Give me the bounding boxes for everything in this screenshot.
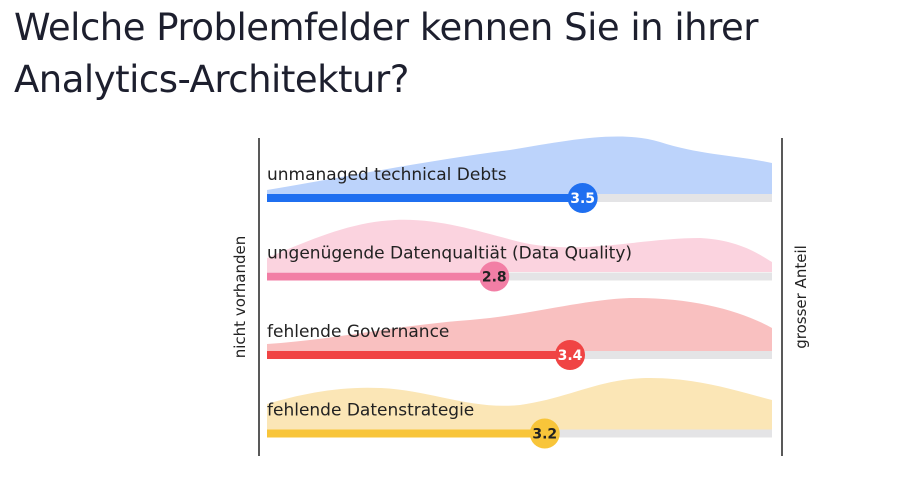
bar-track [267, 272, 772, 281]
category-label: fehlende Governance [267, 322, 449, 342]
distribution-shapes [267, 136, 772, 430]
category-label: fehlende Datenstrategie [267, 401, 474, 421]
category-label: unmanaged technical Debts [267, 165, 507, 185]
value-marker [529, 418, 560, 449]
x-label-right: grosser Anteil [792, 245, 810, 349]
value-label: 3.5 [570, 191, 595, 207]
value-marker [567, 183, 598, 213]
bar [267, 194, 583, 202]
value-label: 2.8 [482, 270, 507, 286]
chart-title: Welche Problemfelder kennen Sie in ihrer… [14, 6, 758, 101]
bar [267, 272, 495, 281]
bar [267, 351, 570, 359]
category-label: ungenügende Datenqualtiät (Data Quality) [267, 244, 632, 264]
value-marker [479, 261, 510, 292]
value-marker [555, 340, 585, 370]
value-label: 3.2 [532, 427, 557, 443]
value-label: 3.4 [558, 348, 583, 364]
bar [267, 429, 545, 438]
x-label-left: nicht vorhanden [231, 236, 249, 359]
